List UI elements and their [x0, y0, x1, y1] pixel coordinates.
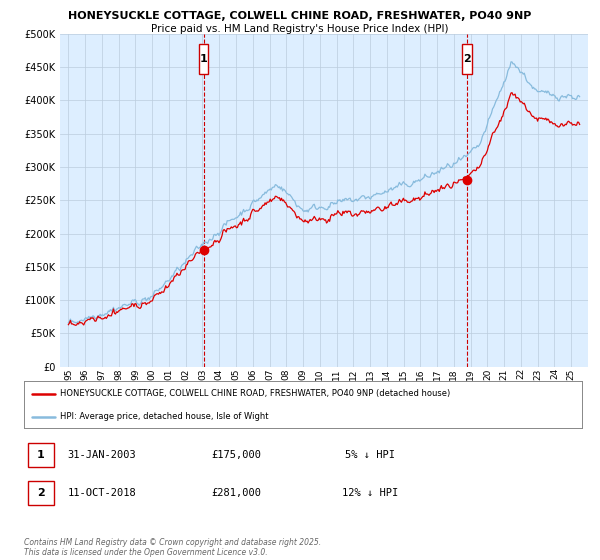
FancyBboxPatch shape [28, 481, 53, 505]
Text: Price paid vs. HM Land Registry's House Price Index (HPI): Price paid vs. HM Land Registry's House … [151, 24, 449, 34]
Text: 2: 2 [37, 488, 45, 498]
Text: 5% ↓ HPI: 5% ↓ HPI [345, 450, 395, 460]
Text: HONEYSUCKLE COTTAGE, COLWELL CHINE ROAD, FRESHWATER, PO40 9NP (detached house): HONEYSUCKLE COTTAGE, COLWELL CHINE ROAD,… [60, 389, 451, 398]
Text: £281,000: £281,000 [211, 488, 261, 498]
Text: 12% ↓ HPI: 12% ↓ HPI [342, 488, 398, 498]
Text: 11-OCT-2018: 11-OCT-2018 [68, 488, 136, 498]
FancyBboxPatch shape [199, 44, 208, 73]
Text: HPI: Average price, detached house, Isle of Wight: HPI: Average price, detached house, Isle… [60, 412, 269, 421]
Text: Contains HM Land Registry data © Crown copyright and database right 2025.
This d: Contains HM Land Registry data © Crown c… [24, 538, 321, 557]
FancyBboxPatch shape [28, 443, 53, 467]
FancyBboxPatch shape [463, 44, 472, 73]
Text: 31-JAN-2003: 31-JAN-2003 [68, 450, 136, 460]
Text: £175,000: £175,000 [211, 450, 261, 460]
Text: 2: 2 [463, 54, 471, 64]
Text: 1: 1 [200, 54, 208, 64]
Text: 1: 1 [37, 450, 45, 460]
Text: HONEYSUCKLE COTTAGE, COLWELL CHINE ROAD, FRESHWATER, PO40 9NP: HONEYSUCKLE COTTAGE, COLWELL CHINE ROAD,… [68, 11, 532, 21]
